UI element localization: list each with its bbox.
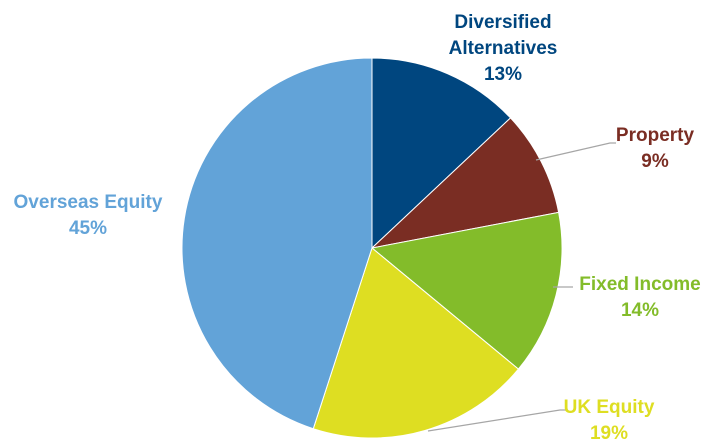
slice-category-label-diversified-alternatives: Diversified <box>454 12 551 33</box>
slice-category-label-diversified-alternatives: Alternatives <box>449 38 558 59</box>
slice-overseas-equity <box>181 57 373 430</box>
slice-uk-equity <box>312 247 520 439</box>
slice-property <box>370 117 560 249</box>
slice-fixed-income <box>370 211 563 370</box>
slice-value-label-fixed-income: 14% <box>621 300 659 321</box>
slice-category-label-uk-equity: UK Equity <box>564 397 655 418</box>
leader-line-property <box>535 142 616 161</box>
leader-lines <box>427 142 616 432</box>
slice-value-label-overseas-equity: 45% <box>69 218 107 239</box>
pie-slices <box>181 57 563 439</box>
slice-diversified-alternatives <box>371 57 512 250</box>
leader-line-uk-equity <box>427 409 566 432</box>
slice-labels: Diversified Alternatives 13% Property 9% Fixe… <box>14 12 701 444</box>
slice-category-label-fixed-income: Fixed Income <box>579 274 700 295</box>
slice-value-label-uk-equity: 19% <box>590 423 628 444</box>
slice-value-label-property: 9% <box>641 151 669 172</box>
slice-category-label-property: Property <box>616 125 695 146</box>
slice-category-label-overseas-equity: Overseas Equity <box>14 192 163 213</box>
slice-value-label-diversified-alternatives: 13% <box>484 64 522 85</box>
